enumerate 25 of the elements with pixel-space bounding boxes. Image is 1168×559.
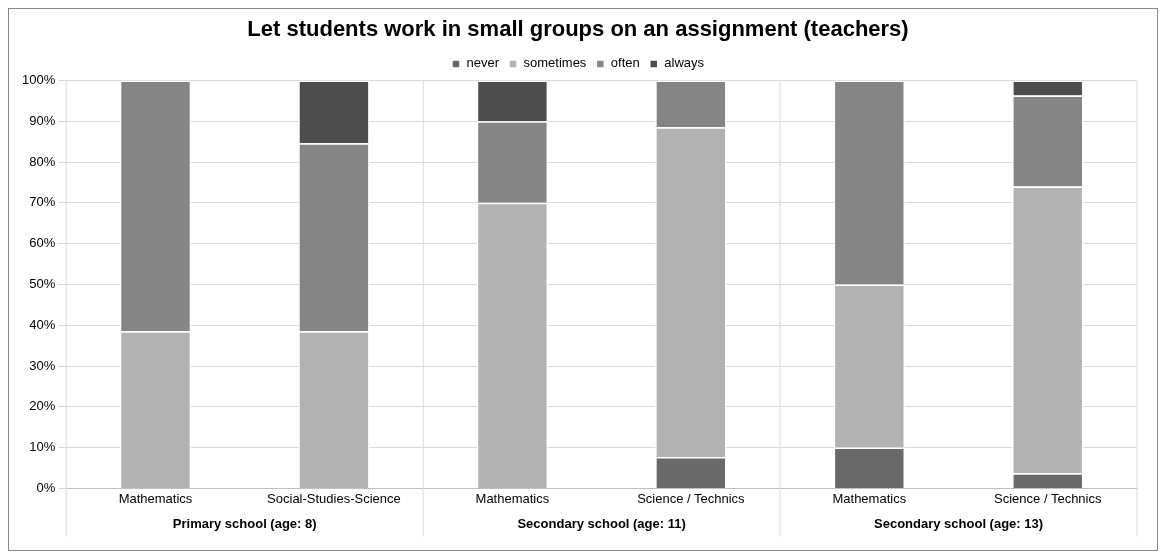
text: Secondary school (age: 11) — [517, 515, 686, 531]
x-tick-label: Mathematics — [118, 490, 193, 506]
y-tick-label: 50% — [29, 275, 56, 291]
y-tick-label: 100% — [22, 71, 56, 87]
text: Secondary school (age: 13) — [874, 515, 1044, 531]
x-tick-label: Mathematics — [475, 490, 550, 506]
y-tick-label: 30% — [29, 357, 56, 373]
chart-title: Let students work in small groups on an assignment (teachers) — [247, 16, 909, 42]
legend-label: always — [664, 55, 705, 71]
legend-label: sometimes — [523, 55, 587, 71]
y-tick-label: 60% — [29, 235, 56, 251]
x-tick-label: Social-Studies-Science — [267, 490, 401, 506]
legend-label: never — [466, 55, 500, 71]
y-tick-label: 70% — [29, 194, 56, 210]
x-tick-label: Science / Technics — [994, 490, 1102, 506]
y-tick-label: 0% — [36, 479, 56, 495]
y-tick-label: 40% — [29, 316, 56, 332]
y-tick-label: 20% — [29, 398, 56, 414]
legend-label: often — [610, 55, 640, 71]
x-tick-label: Science / Technics — [637, 490, 746, 506]
y-tick-label: 80% — [29, 153, 56, 169]
y-tick-label: 90% — [29, 112, 56, 128]
text: Primary school (age: 8) — [172, 515, 317, 531]
y-tick-label: 10% — [29, 439, 56, 455]
x-tick-label: Mathematics — [832, 490, 907, 506]
